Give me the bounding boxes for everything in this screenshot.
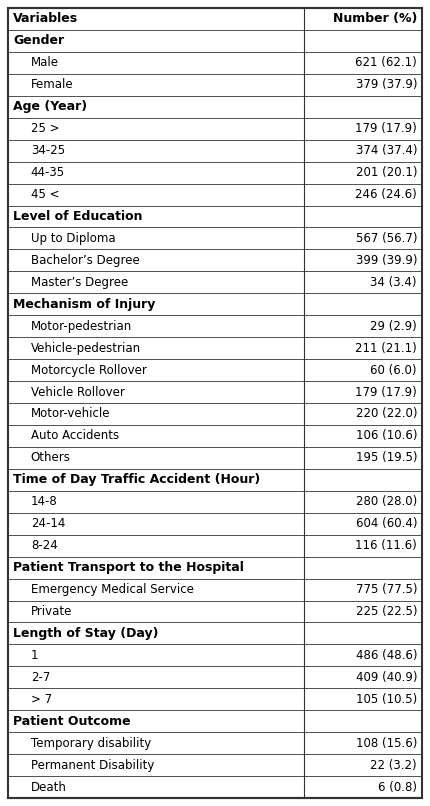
Text: 116 (11.6): 116 (11.6) [355, 539, 417, 552]
Text: 379 (37.9): 379 (37.9) [356, 78, 417, 91]
Text: 105 (10.5): 105 (10.5) [356, 692, 417, 706]
Text: Variables: Variables [13, 12, 78, 26]
Text: 621 (62.1): 621 (62.1) [355, 56, 417, 69]
Text: 25 >: 25 > [31, 123, 59, 135]
Text: Vehicle Rollover: Vehicle Rollover [31, 385, 125, 398]
Text: 6 (0.8): 6 (0.8) [378, 780, 417, 794]
Text: 280 (28.0): 280 (28.0) [356, 495, 417, 509]
Text: Female: Female [31, 78, 74, 91]
Text: Male: Male [31, 56, 59, 69]
Text: 45 <: 45 < [31, 188, 59, 201]
Text: Motorcycle Rollover: Motorcycle Rollover [31, 364, 147, 376]
Text: 775 (77.5): 775 (77.5) [356, 583, 417, 596]
Text: 409 (40.9): 409 (40.9) [356, 671, 417, 683]
Text: 486 (48.6): 486 (48.6) [356, 649, 417, 662]
Text: > 7: > 7 [31, 692, 52, 706]
Text: Gender: Gender [13, 35, 64, 48]
Text: Level of Education: Level of Education [13, 210, 142, 223]
Text: 1: 1 [31, 649, 38, 662]
Text: 108 (15.6): 108 (15.6) [356, 737, 417, 750]
Text: 106 (10.6): 106 (10.6) [356, 430, 417, 442]
Text: 179 (17.9): 179 (17.9) [355, 385, 417, 398]
Text: 34 (3.4): 34 (3.4) [371, 276, 417, 289]
Text: 24-14: 24-14 [31, 517, 65, 530]
Text: Vehicle-pedestrian: Vehicle-pedestrian [31, 342, 141, 355]
Text: 220 (22.0): 220 (22.0) [356, 408, 417, 421]
Text: Motor-vehicle: Motor-vehicle [31, 408, 110, 421]
Text: 8-24: 8-24 [31, 539, 58, 552]
Text: Bachelor’s Degree: Bachelor’s Degree [31, 254, 139, 267]
Text: 399 (39.9): 399 (39.9) [356, 254, 417, 267]
Text: Age (Year): Age (Year) [13, 100, 87, 114]
Text: Temporary disability: Temporary disability [31, 737, 151, 750]
Text: 567 (56.7): 567 (56.7) [356, 232, 417, 245]
Text: 14-8: 14-8 [31, 495, 58, 509]
Text: Death: Death [31, 780, 67, 794]
Text: Mechanism of Injury: Mechanism of Injury [13, 297, 155, 311]
Text: Emergency Medical Service: Emergency Medical Service [31, 583, 194, 596]
Text: 34-25: 34-25 [31, 144, 65, 157]
Text: Auto Accidents: Auto Accidents [31, 430, 119, 442]
Text: Up to Diploma: Up to Diploma [31, 232, 115, 245]
Text: Others: Others [31, 451, 71, 464]
Text: 246 (24.6): 246 (24.6) [355, 188, 417, 201]
Text: Length of Stay (Day): Length of Stay (Day) [13, 627, 159, 640]
Text: 29 (2.9): 29 (2.9) [370, 320, 417, 333]
Text: Patient Transport to the Hospital: Patient Transport to the Hospital [13, 561, 244, 574]
Text: 374 (37.4): 374 (37.4) [356, 144, 417, 157]
Text: Patient Outcome: Patient Outcome [13, 715, 131, 728]
Text: 179 (17.9): 179 (17.9) [355, 123, 417, 135]
Text: Permanent Disability: Permanent Disability [31, 758, 154, 771]
Text: Master’s Degree: Master’s Degree [31, 276, 128, 289]
Text: 225 (22.5): 225 (22.5) [356, 605, 417, 618]
Text: Time of Day Traffic Accident (Hour): Time of Day Traffic Accident (Hour) [13, 473, 260, 486]
Text: 2-7: 2-7 [31, 671, 50, 683]
Text: 604 (60.4): 604 (60.4) [356, 517, 417, 530]
Text: 60 (6.0): 60 (6.0) [371, 364, 417, 376]
Text: 201 (20.1): 201 (20.1) [356, 166, 417, 179]
Text: 44-35: 44-35 [31, 166, 65, 179]
Text: Motor-pedestrian: Motor-pedestrian [31, 320, 132, 333]
Text: 195 (19.5): 195 (19.5) [356, 451, 417, 464]
Text: 211 (21.1): 211 (21.1) [355, 342, 417, 355]
Text: Private: Private [31, 605, 72, 618]
Text: 22 (3.2): 22 (3.2) [370, 758, 417, 771]
Text: Number (%): Number (%) [333, 12, 417, 26]
